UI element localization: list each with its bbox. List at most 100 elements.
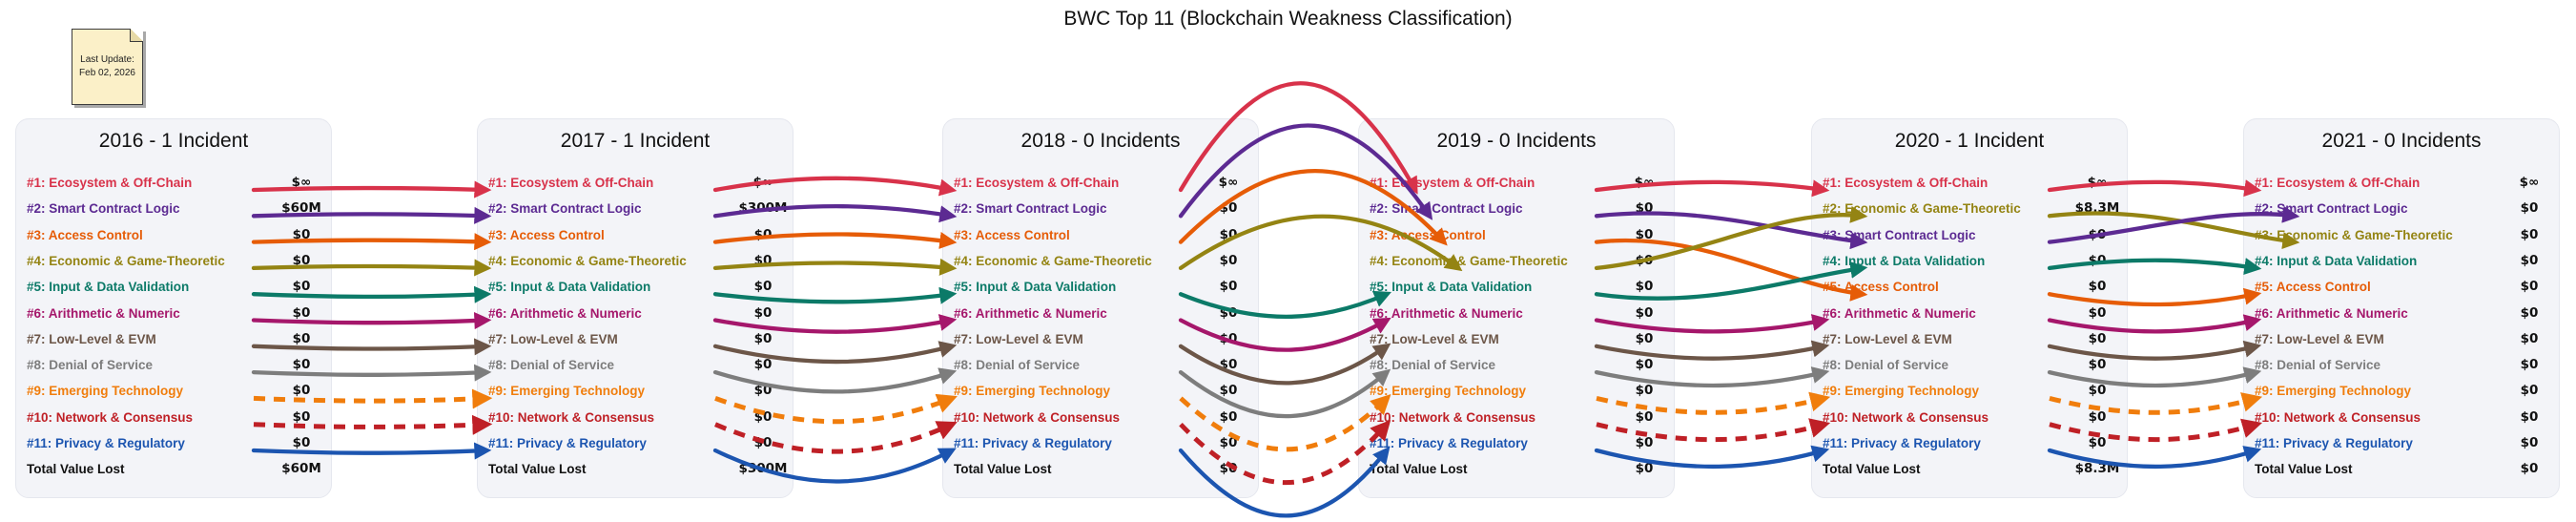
category-label: #7: Low-Level & EVM [1370,331,1499,346]
total-value: $60M [281,461,321,477]
category-row: #10: Network & Consensus $0 [488,408,789,427]
total-value: $0 [1635,461,1654,477]
category-value: $0 [2520,252,2539,268]
category-label: #9: Emerging Technology [488,384,646,399]
category-row: #4: Economic & Game-Theoretic $0 [27,252,327,270]
category-value: $0 [292,304,311,321]
category-value: $0 [2520,330,2539,346]
category-label: #11: Privacy & Regulatory [1370,436,1528,450]
panel-title: 2016 - 1 Incident [98,130,249,152]
category-label: #5: Input & Data Validation [488,280,651,295]
category-label: #1: Ecosystem & Off-Chain [1370,176,1535,190]
category-row: #1: Ecosystem & Off-Chain $∞ [954,174,1254,192]
category-label: #5: Input & Data Validation [954,280,1117,295]
category-row: #1: Ecosystem & Off-Chain $∞ [488,174,789,192]
category-label: #5: Access Control [2255,280,2371,295]
total-label: Total Value Lost [488,462,587,477]
category-label: #11: Privacy & Regulatory [27,436,185,450]
category-label: #10: Network & Consensus [488,409,655,425]
category-row: #8: Denial of Service $0 [1370,356,1670,374]
category-value: $0 [1635,200,1654,217]
category-label: #8: Denial of Service [1370,358,1496,373]
category-row: #8: Denial of Service $0 [1823,356,2123,374]
category-value: $0 [292,383,311,399]
category-value: $0 [2520,279,2539,295]
category-value: $0 [292,435,311,450]
year-panel-2017: 2017 - 1 Incident #1: Ecosystem & Off-Cha… [477,118,793,498]
category-row: #3: Access Control $0 [488,226,789,244]
category-row: #11: Privacy & Regulatory $0 [954,434,1254,452]
category-row: #7: Low-Level & EVM $0 [1370,330,1670,348]
category-label: #4: Economic & Game-Theoretic [1370,253,1568,268]
category-value: $0 [1219,304,1238,321]
category-row: #10: Network & Consensus $0 [1823,408,2123,427]
category-row: #6: Arithmetic & Numeric $0 [1823,304,2123,323]
category-value: $0 [2088,226,2107,242]
category-label: #7: Low-Level & EVM [27,331,156,346]
category-row: #10: Network & Consensus $0 [27,408,327,427]
category-value: $0 [753,408,773,425]
category-value: $0 [753,330,773,346]
year-panel-2016: 2016 - 1 Incident #1: Ecosystem & Off-Cha… [15,118,332,498]
category-row: #5: Input & Data Validation $0 [488,278,789,296]
category-row: #11: Privacy & Regulatory $0 [27,434,327,452]
category-value: $0 [1635,435,1654,450]
category-value: $0 [2520,200,2539,217]
page-title: BWC Top 11 (Blockchain Weakness Classifi… [1063,8,1513,30]
category-value: $0 [753,252,773,268]
category-label: #11: Privacy & Regulatory [1823,436,1981,450]
category-value: $∞ [752,175,773,190]
category-label: #11: Privacy & Regulatory [488,436,647,450]
year-panel-2019: 2019 - 0 Incidents #1: Ecosystem & Off-Ch… [1358,118,1675,498]
category-label: #5: Access Control [1823,280,1939,295]
category-label: #3: Access Control [954,227,1070,242]
category-row: #6: Arithmetic & Numeric $0 [27,304,327,323]
category-label: #10: Network & Consensus [27,409,194,425]
category-label: #1: Ecosystem & Off-Chain [488,176,654,190]
category-value: $0 [2088,252,2107,268]
category-label: #9: Emerging Technology [27,384,184,399]
total-label: Total Value Lost [27,462,125,477]
category-row: #3: Access Control $0 [954,226,1254,244]
total-label: Total Value Lost [2255,462,2353,477]
category-value: $60M [281,200,321,217]
category-row: #8: Denial of Service $0 [488,356,789,374]
category-row: #10: Network & Consensus $0 [2255,408,2555,427]
category-row: #4: Economic & Game-Theoretic $0 [1370,252,1670,270]
category-row: #1: Ecosystem & Off-Chain $∞ [1823,174,2123,192]
category-label: #3: Economic & Game-Theoretic [2255,227,2453,242]
category-label: #9: Emerging Technology [1823,384,1980,399]
category-row: #9: Emerging Technology $0 [27,382,327,400]
category-row: #4: Input & Data Validation $0 [1823,252,2123,270]
category-value: $0 [292,252,311,268]
category-row: #3: Access Control $0 [27,226,327,244]
category-value: $0 [2088,279,2107,295]
category-row: #10: Network & Consensus $0 [1370,408,1670,427]
panel-title: 2021 - 0 Incidents [2321,130,2482,152]
category-label: #9: Emerging Technology [1370,384,1527,399]
category-label: #4: Economic & Game-Theoretic [954,253,1152,268]
category-value: $300M [738,200,788,217]
total-row: Total Value Lost $300M [488,460,789,478]
total-label: Total Value Lost [954,462,1052,477]
category-row: #1: Ecosystem & Off-Chain $∞ [27,174,327,192]
category-row: #2: Smart Contract Logic $300M [488,199,789,218]
category-value: $0 [1635,252,1654,268]
category-label: #1: Ecosystem & Off-Chain [27,176,193,190]
total-row: Total Value Lost $60M [27,460,327,478]
category-value: $0 [753,226,773,242]
category-row: #4: Economic & Game-Theoretic $0 [488,252,789,270]
category-value: $0 [753,383,773,399]
category-value: $0 [292,357,311,373]
category-value: $0 [2520,435,2539,450]
category-label: #2: Smart Contract Logic [954,201,1107,217]
category-row: #6: Arithmetic & Numeric $0 [488,304,789,323]
category-row: #5: Input & Data Validation $0 [27,278,327,296]
category-row: #6: Arithmetic & Numeric $0 [2255,304,2555,323]
category-row: #7: Low-Level & EVM $0 [2255,330,2555,348]
category-value: $0 [1219,252,1238,268]
category-row: #9: Emerging Technology $0 [1823,382,2123,400]
category-value: $0 [1219,226,1238,242]
total-value: $300M [738,461,788,477]
category-value: $0 [2520,226,2539,242]
